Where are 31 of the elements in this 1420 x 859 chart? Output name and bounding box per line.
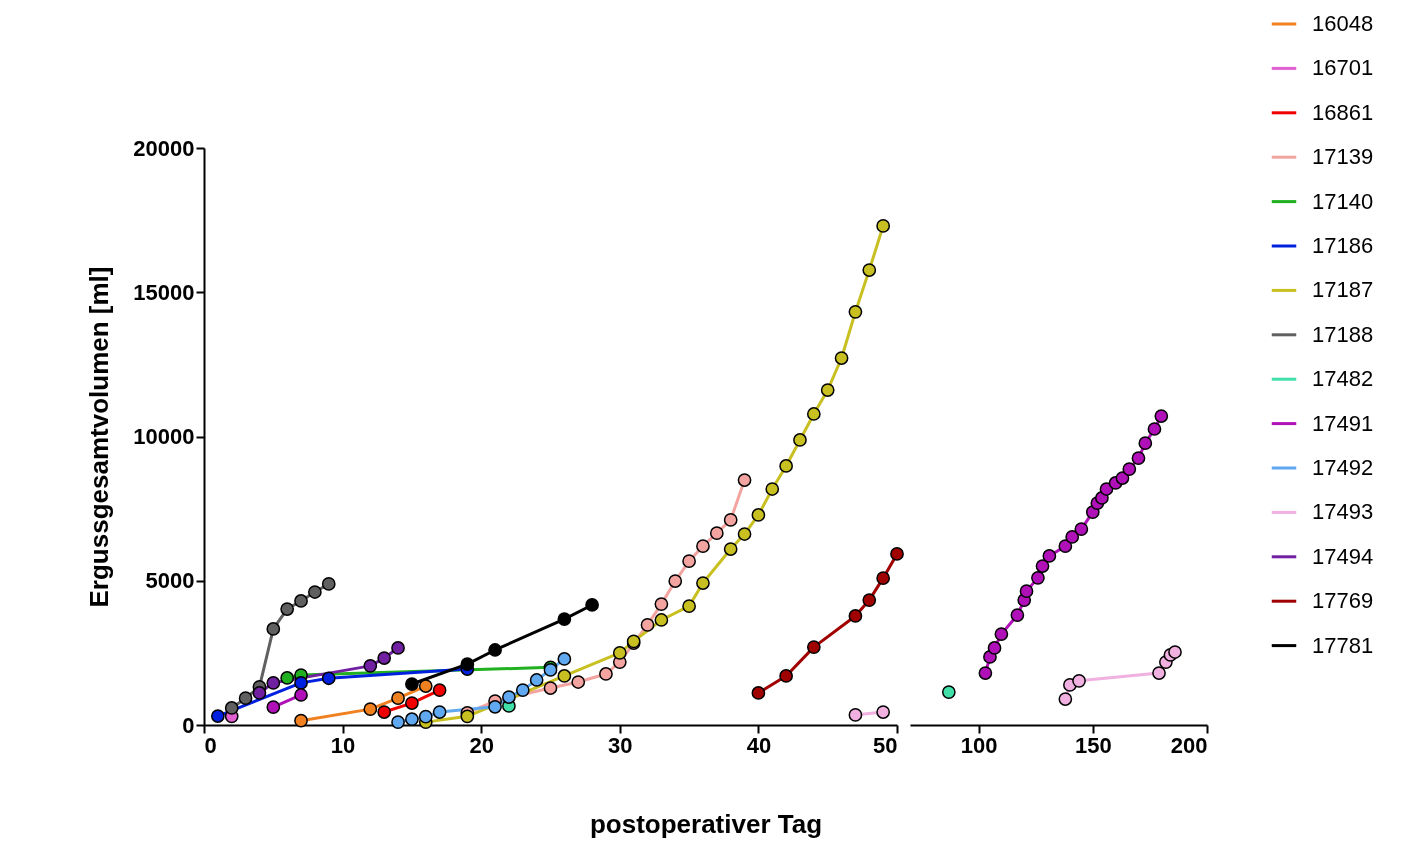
legend-label: 17140 [1312,188,1374,214]
legend-label: 17493 [1312,499,1374,525]
x-tick-label: 100 [960,732,998,758]
y-tick-label: 15000 [133,279,195,305]
y-tick-label: 20000 [133,135,195,161]
x-tick-label: 10 [330,732,356,758]
y-tick-label: 0 [182,712,195,738]
x-tick-label: 40 [746,732,772,758]
legend-label: 17769 [1312,588,1374,614]
legend-label: 17494 [1312,543,1374,569]
legend-label: 17491 [1312,410,1374,436]
x-tick-label: 0 [204,732,217,758]
legend-label: 17781 [1312,632,1374,658]
legend-label: 17186 [1312,233,1374,258]
legend-label: 16701 [1312,55,1374,81]
y-axis-title: Ergussgesamtvolumen [ml] [84,266,115,608]
x-tick-label: 150 [1074,732,1112,758]
legend-label: 17482 [1312,366,1374,392]
y-tick-label: 10000 [133,424,195,449]
legend-label: 16048 [1312,11,1374,36]
legend-label: 17188 [1312,321,1374,347]
x-tick-label: 20 [469,732,494,758]
x-tick-label: 200 [1170,732,1208,758]
y-tick-label: 5000 [145,568,195,594]
legend-label: 17492 [1312,455,1374,480]
legend-label: 17187 [1312,277,1374,303]
legend-label: 16861 [1312,99,1374,125]
x-tick-label: 50 [873,732,898,758]
legend-label: 17139 [1312,144,1374,170]
x-tick-label: 30 [608,732,633,758]
x-axis-title: postoperativer Tag [589,808,823,839]
